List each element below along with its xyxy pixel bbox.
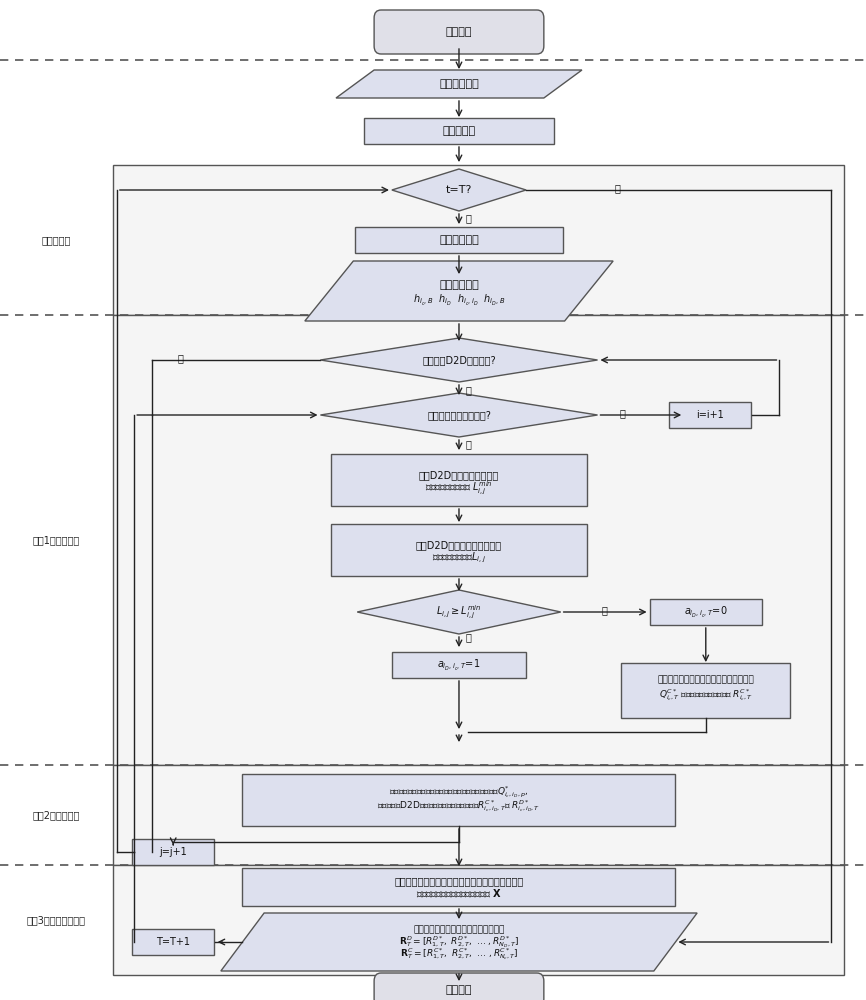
Bar: [242, 774, 675, 826]
Text: 以网络中所有用户比例公平函数之和最大为目标，: 以网络中所有用户比例公平函数之和最大为目标，: [394, 876, 524, 886]
Bar: [132, 839, 215, 865]
Text: 阶段1：接入控制: 阶段1：接入控制: [33, 535, 80, 545]
Bar: [242, 868, 675, 906]
Text: i=i+1: i=i+1: [696, 410, 724, 420]
FancyBboxPatch shape: [374, 973, 544, 1000]
Polygon shape: [336, 70, 582, 98]
Text: 系统初始化: 系统初始化: [443, 126, 475, 136]
Text: 计算D2D对的接收端与复用蜂: 计算D2D对的接收端与复用蜂: [416, 540, 502, 550]
Text: 利用匈牙利算法求取信道分配矩阵 $\mathbf{X}$: 利用匈牙利算法求取信道分配矩阵 $\mathbf{X}$: [416, 887, 502, 899]
Text: 是否达到蜂窝用户个数?: 是否达到蜂窝用户个数?: [427, 410, 491, 420]
Text: $a_{i_D,i_c,T}$=0: $a_{i_D,i_c,T}$=0: [684, 604, 727, 620]
Polygon shape: [221, 913, 697, 971]
Text: $a_{i_D,i_c,T}$=1: $a_{i_D,i_c,T}$=1: [437, 657, 481, 673]
Text: 是: 是: [178, 353, 184, 363]
Text: 建立网络模型: 建立网络模型: [439, 235, 479, 245]
Text: j=j+1: j=j+1: [159, 847, 187, 857]
FancyBboxPatch shape: [374, 10, 544, 54]
Text: 算法开始: 算法开始: [446, 27, 472, 37]
Text: 窝用户之间的距离$L_{i,j}$: 窝用户之间的距离$L_{i,j}$: [432, 551, 486, 565]
Text: 阶段2：功率控制: 阶段2：功率控制: [33, 810, 80, 820]
Text: $\mathbf{R}_T^D = [R_{1,T}^{D*},\ R_{2,T}^{D*},\  \ldots\ ,R_{N_D,T}^{D*}]$: $\mathbf{R}_T^D = [R_{1,T}^{D*},\ R_{2,T…: [399, 934, 519, 950]
Text: 否: 否: [466, 385, 472, 395]
Polygon shape: [320, 393, 598, 437]
Polygon shape: [305, 261, 613, 321]
Text: 系统初始化: 系统初始化: [42, 235, 71, 245]
Text: t=T?: t=T?: [446, 185, 472, 195]
Bar: [364, 118, 554, 144]
Text: 输入信道增益: 输入信道增益: [439, 280, 479, 290]
Bar: [669, 402, 751, 428]
Bar: [391, 652, 527, 678]
Text: 是: 是: [615, 183, 621, 193]
Bar: [332, 524, 587, 576]
Text: 蜂窝用户和D2D用户分别对应的平均传输速率$R_{i_c,i_D,T}^{C*}$和 $R_{i_c,i_D,T}^{D*}$: 蜂窝用户和D2D用户分别对应的平均传输速率$R_{i_c,i_D,T}^{C*}…: [378, 798, 540, 814]
Bar: [113, 315, 844, 765]
Polygon shape: [320, 338, 598, 382]
Polygon shape: [391, 169, 527, 211]
Polygon shape: [358, 590, 561, 634]
Text: 蜂窝用户未被复用时的最大比例公平函数: 蜂窝用户未被复用时的最大比例公平函数: [657, 676, 754, 684]
Text: T=T+1: T=T+1: [156, 937, 191, 947]
Text: 输入基本参数: 输入基本参数: [439, 79, 479, 89]
Text: 否: 否: [466, 439, 472, 449]
Text: 阶段3：比例公平调度: 阶段3：比例公平调度: [27, 915, 86, 925]
Bar: [113, 765, 844, 865]
Text: 是: 是: [466, 632, 472, 642]
Bar: [332, 454, 587, 506]
Text: $Q_{i_c,T}^{C*}$ 和其对应的平均传输速率 $R_{i_c,T}^{C*}$: $Q_{i_c,T}^{C*}$ 和其对应的平均传输速率 $R_{i_c,T}^…: [659, 687, 753, 703]
Text: $L_{i,j} \geq L_{i,j}^{min}$: $L_{i,j} \geq L_{i,j}^{min}$: [436, 603, 481, 621]
Text: 用户之间的最小距离 $L_{i,j}^{min}$: 用户之间的最小距离 $L_{i,j}^{min}$: [425, 479, 493, 497]
Text: 是否达到D2D用户个数?: 是否达到D2D用户个数?: [422, 355, 496, 365]
Text: 利用最优功率控制算法计算复用时最大比例公平函数和$Q_{i_c,i_D,p}^{*}$,: 利用最优功率控制算法计算复用时最大比例公平函数和$Q_{i_c,i_D,p}^{…: [389, 784, 529, 800]
Bar: [355, 227, 563, 253]
Text: $\mathbf{R}_T^C = [R_{1,T}^{C*},\ R_{2,T}^{C*},\  \ldots\ ,R_{N_c,T}^{C*}]$: $\mathbf{R}_T^C = [R_{1,T}^{C*},\ R_{2,T…: [399, 946, 519, 962]
Text: 是: 是: [619, 408, 625, 418]
Bar: [621, 662, 790, 718]
Bar: [113, 865, 844, 975]
Bar: [132, 929, 215, 955]
Bar: [650, 599, 762, 625]
Text: 否: 否: [602, 605, 608, 615]
Text: 否: 否: [466, 213, 472, 223]
Text: 计算D2D接收端与复用蜂窝: 计算D2D接收端与复用蜂窝: [419, 470, 499, 480]
Bar: [113, 165, 844, 315]
Text: 算法结束: 算法结束: [446, 985, 472, 995]
Text: $h_{i_c,B}$  $h_{i_D}$  $h_{i_c,i_D}$  $h_{i_D,B}$: $h_{i_c,B}$ $h_{i_D}$ $h_{i_c,i_D}$ $h_{…: [413, 292, 505, 308]
Text: 输出所有用户当前时隙内平均传输速率: 输出所有用户当前时隙内平均传输速率: [413, 926, 505, 934]
